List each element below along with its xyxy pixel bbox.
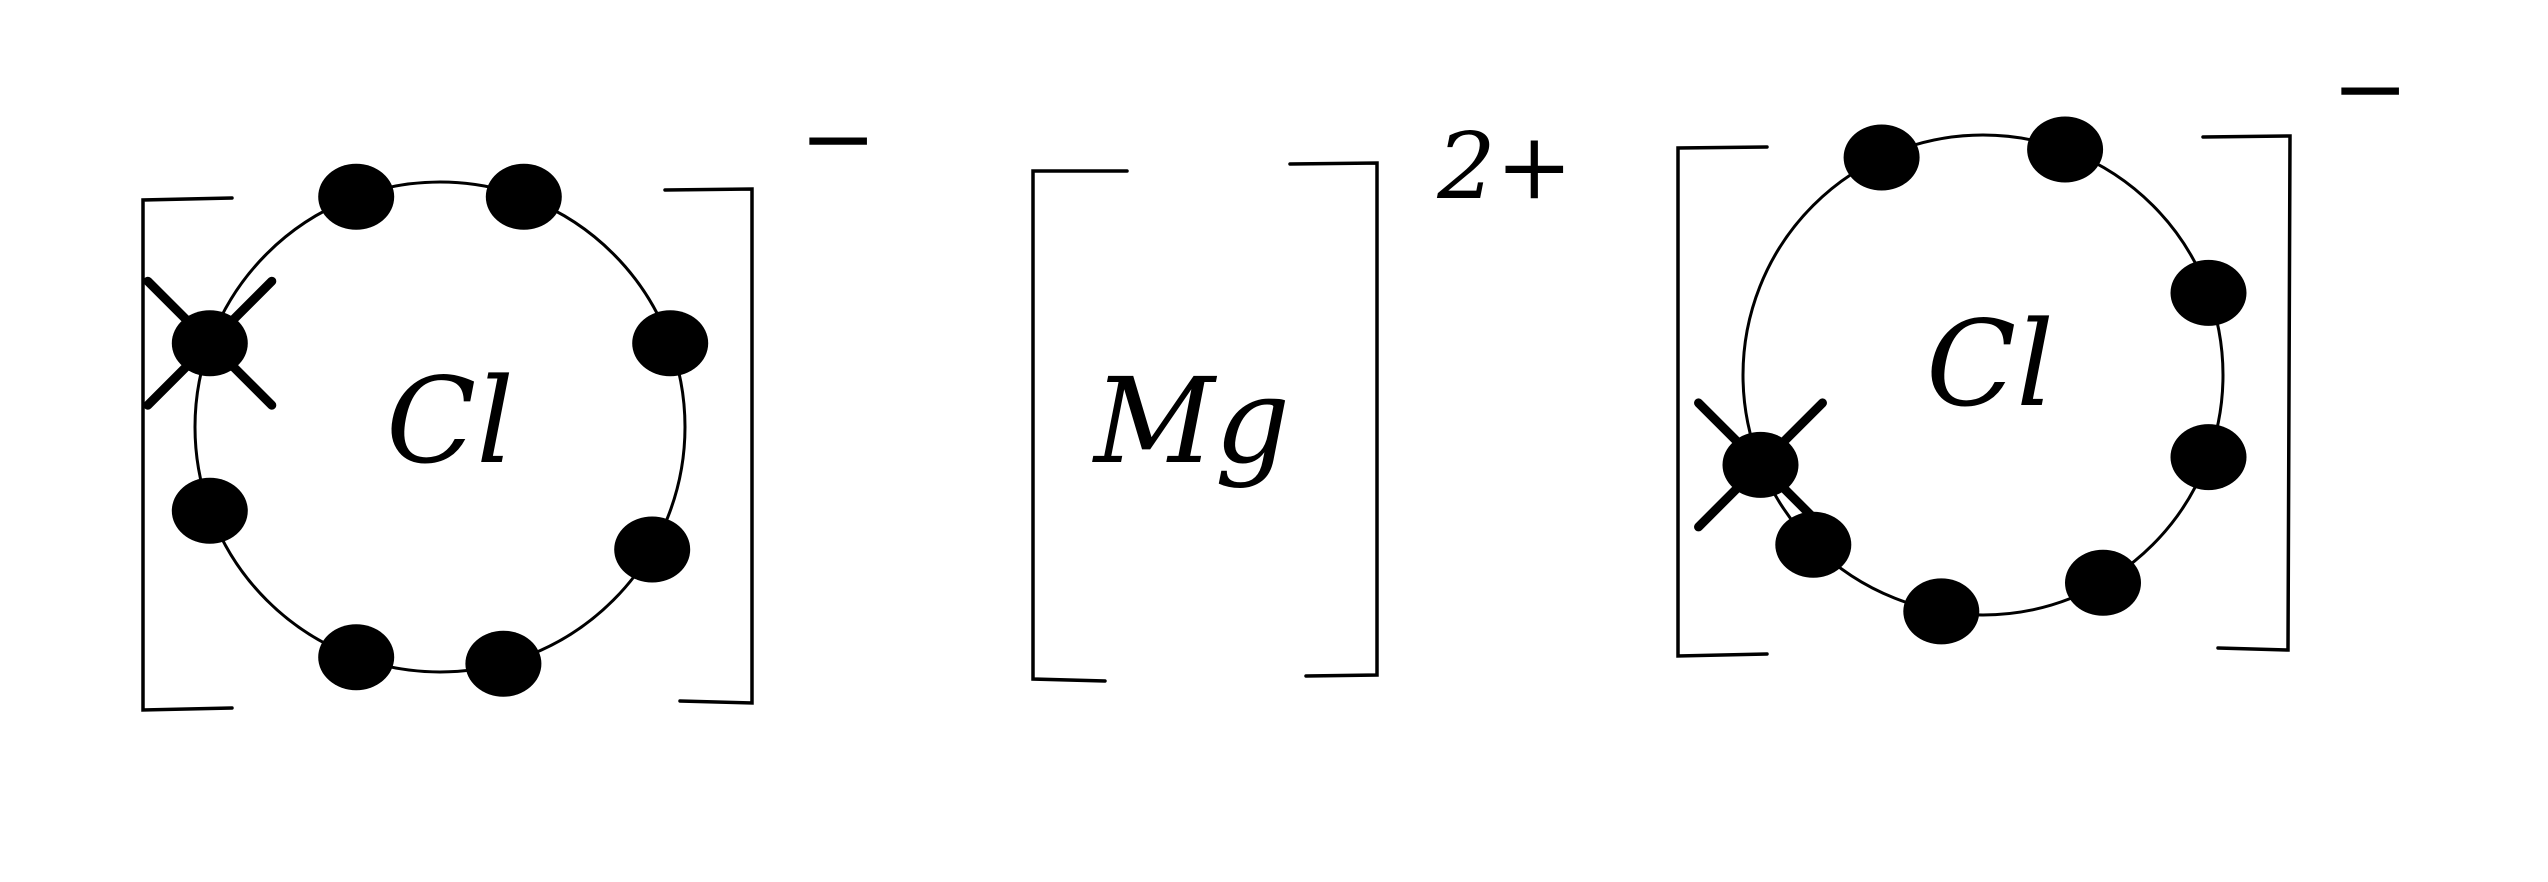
electron-dot bbox=[1903, 578, 1980, 645]
electron-dot bbox=[318, 163, 395, 230]
electron-dot bbox=[485, 163, 562, 230]
electron-shell bbox=[1741, 133, 2225, 617]
electron-dot bbox=[1775, 511, 1852, 578]
cross-stroke bbox=[1694, 398, 1827, 532]
electron-dot bbox=[2170, 259, 2247, 326]
magnesium-ion: Mg 2+ bbox=[1031, 113, 1573, 683]
right-bracket bbox=[2201, 134, 2292, 652]
left-bracket bbox=[1031, 169, 1129, 683]
electron-dot bbox=[171, 477, 248, 544]
chloride-ion-left: Cl − bbox=[141, 85, 877, 712]
electron-dot bbox=[2027, 116, 2104, 183]
charge-label: − bbox=[2331, 35, 2408, 142]
cross-stroke bbox=[143, 276, 277, 410]
left-bracket bbox=[141, 196, 234, 712]
charge-label: − bbox=[799, 85, 876, 192]
right-bracket bbox=[1288, 161, 1379, 678]
electron-dot bbox=[1843, 124, 1920, 191]
electron-dot bbox=[614, 516, 691, 583]
electron-dot bbox=[2065, 549, 2141, 616]
element-symbol: Cl bbox=[386, 352, 514, 490]
electron-dot bbox=[2170, 424, 2247, 491]
charge-label: 2+ bbox=[1436, 113, 1573, 220]
electron-shell bbox=[193, 180, 687, 674]
electron-dot bbox=[465, 630, 542, 697]
electron-dot bbox=[632, 310, 709, 377]
right-bracket bbox=[663, 187, 754, 705]
left-bracket bbox=[1676, 145, 1769, 658]
element-symbol: Mg bbox=[1092, 352, 1290, 490]
electron-dot bbox=[318, 624, 395, 691]
electron-cross-mark bbox=[143, 276, 277, 410]
electron-markers bbox=[143, 163, 709, 697]
electron-cross-mark bbox=[1694, 398, 1827, 532]
element-symbol: Cl bbox=[1926, 295, 2054, 433]
electron-markers bbox=[1694, 116, 2247, 645]
chloride-ion-right: Cl − bbox=[1676, 35, 2409, 658]
